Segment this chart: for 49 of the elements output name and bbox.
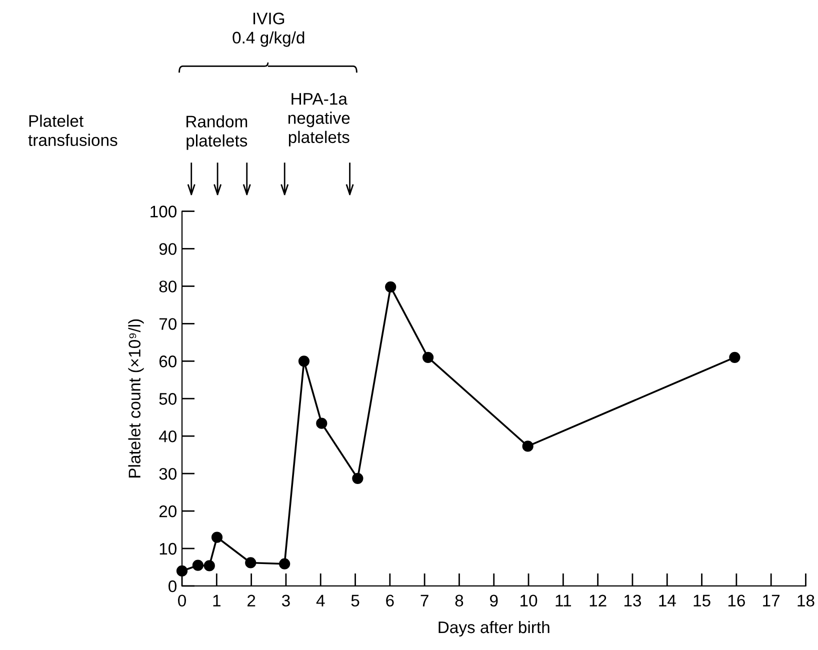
x-tick-label: 11 xyxy=(556,594,572,606)
x-tick-label: 0 xyxy=(178,594,186,607)
x-tick-label: 6 xyxy=(386,594,394,607)
point xyxy=(422,352,434,363)
x-tick-label: 18 xyxy=(798,594,814,607)
point xyxy=(245,557,256,568)
y-axis-title: Platelet count (×10⁹/l) xyxy=(128,319,144,478)
y-tick-label: 70 xyxy=(159,318,176,330)
x-axis-title: Days after birth xyxy=(438,620,550,636)
y-tick-label: 40 xyxy=(158,430,176,442)
y-tick-label: 0 xyxy=(168,580,176,592)
text: IVIG 0.4 g/kg/d xyxy=(232,12,304,47)
x-tick-label: 2 xyxy=(248,594,256,606)
x-tick-label: 5 xyxy=(351,594,360,607)
point xyxy=(385,281,396,292)
y-tick-label: 50 xyxy=(159,393,176,405)
x-tick-label: 1 xyxy=(213,594,220,606)
y-tick-label: 80 xyxy=(159,280,176,292)
point xyxy=(279,558,290,570)
text: Platelet transfusions xyxy=(28,114,118,146)
y-tick-label: 60 xyxy=(159,356,176,368)
text: Random platelets xyxy=(186,115,248,150)
y-tick-label: 10 xyxy=(160,542,176,555)
x-tick-label: 4 xyxy=(316,594,325,606)
point xyxy=(522,440,534,452)
point xyxy=(352,472,364,484)
x-tick-label: 10 xyxy=(520,594,538,607)
x-tick-label: 16 xyxy=(728,594,745,607)
y-tick-label: 30 xyxy=(159,468,176,480)
x-tick-label: 13 xyxy=(624,594,642,607)
x-tick-label: 12 xyxy=(590,594,606,606)
y-tick-label: 90 xyxy=(159,243,176,255)
point xyxy=(211,532,223,543)
point xyxy=(298,356,310,367)
x-tick-label: 7 xyxy=(420,594,428,606)
point xyxy=(176,565,188,577)
text: HPA-1a negative platelets xyxy=(288,93,350,146)
x-tick-label: 8 xyxy=(455,594,464,607)
point xyxy=(192,560,204,571)
x-tick-label: 15 xyxy=(694,594,710,607)
x-tick-label: 3 xyxy=(282,594,290,607)
y-tick-label: 100 xyxy=(150,206,176,218)
x-tick-label: 17 xyxy=(763,594,780,606)
y-tick-label: 20 xyxy=(159,505,176,518)
point xyxy=(729,352,740,363)
x-tick-label: 14 xyxy=(659,594,676,606)
point xyxy=(316,418,328,429)
point xyxy=(204,560,215,572)
x-tick-label: 9 xyxy=(490,594,498,607)
